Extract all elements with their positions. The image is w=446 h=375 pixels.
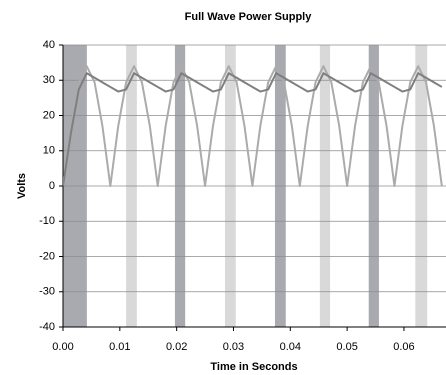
- y-tick-label: -30: [39, 286, 55, 298]
- y-tick-label: 10: [43, 145, 55, 157]
- y-tick-label: -40: [39, 321, 55, 333]
- lines: [63, 65, 443, 187]
- series-line: [63, 72, 443, 187]
- x-tick-label: 0.02: [166, 341, 187, 353]
- x-tick-label: 0.05: [336, 341, 357, 353]
- x-tick-label: 0.01: [109, 341, 130, 353]
- x-tick-label: 0.06: [393, 341, 414, 353]
- y-tick-label: -10: [39, 215, 55, 227]
- x-tick-label: 0.03: [223, 341, 244, 353]
- series-line: [63, 65, 443, 187]
- x-axis-label: Time in Seconds: [210, 361, 297, 373]
- y-tick-label: -20: [39, 250, 55, 262]
- y-tick-label: 40: [43, 39, 55, 51]
- y-tick-label: 20: [43, 109, 55, 121]
- chart-title: Full Wave Power Supply: [185, 11, 313, 23]
- y-tick-label: 30: [43, 74, 55, 86]
- y-tick-label: 0: [49, 180, 55, 192]
- x-tick-label: 0.00: [52, 341, 73, 353]
- y-axis-label: Volts: [16, 173, 28, 199]
- x-tick-label: 0.04: [280, 341, 301, 353]
